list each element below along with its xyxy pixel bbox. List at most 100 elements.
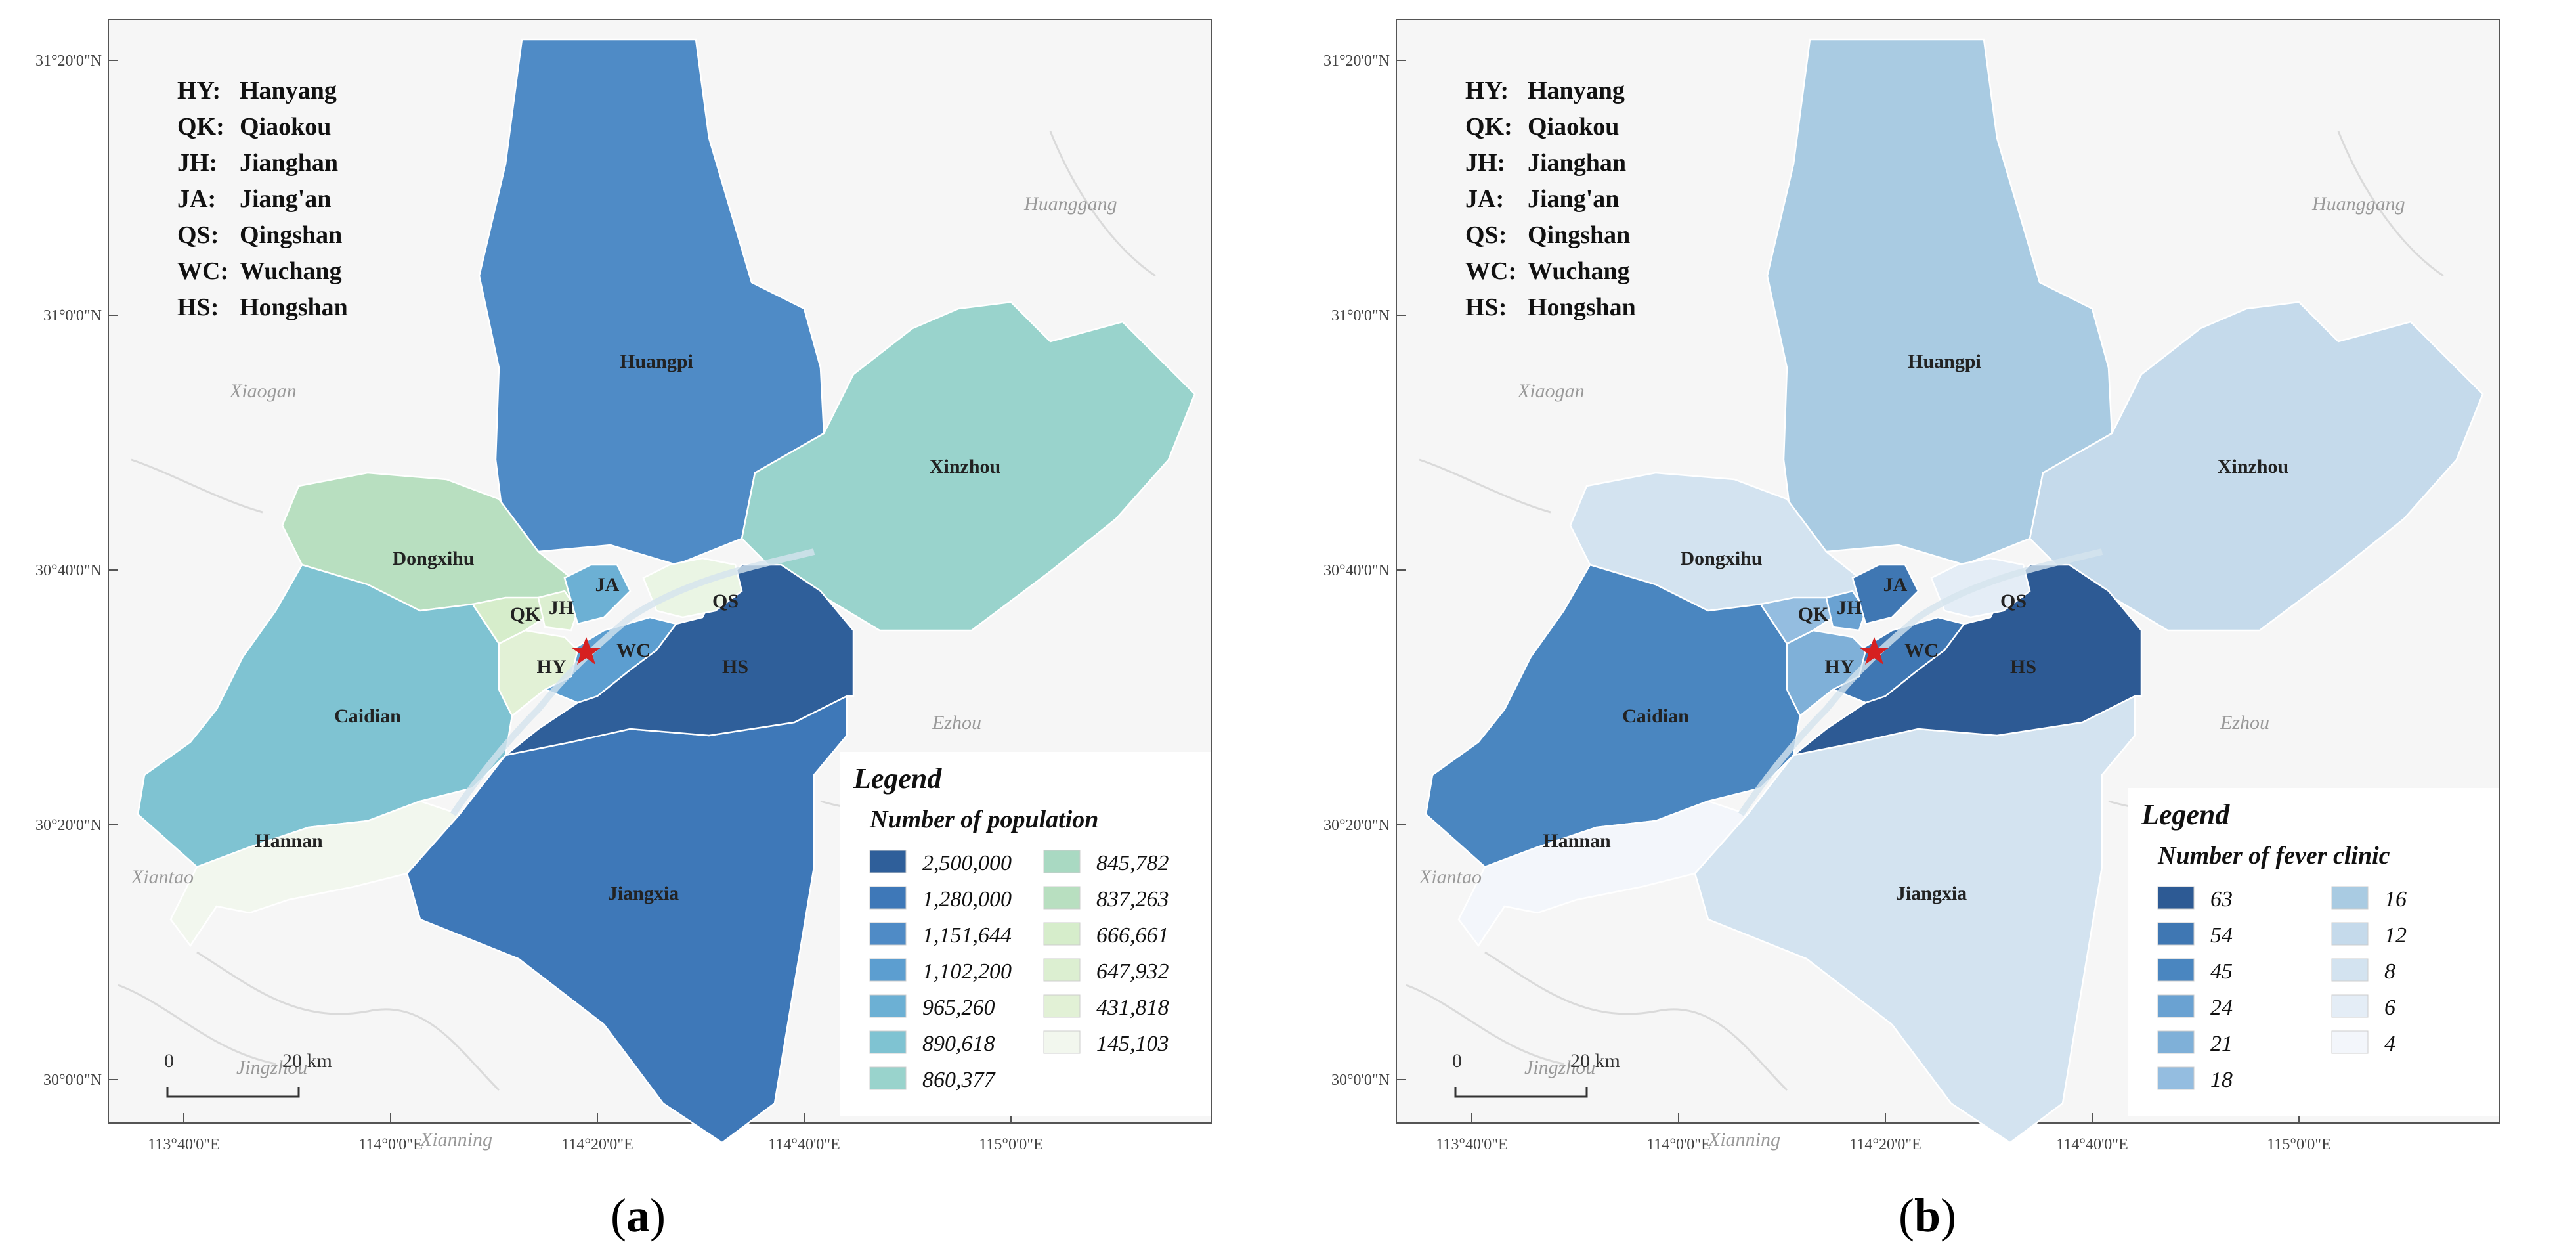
legend-value: 2,500,000 xyxy=(922,851,1012,875)
scale-bar: 0 20 km xyxy=(164,1050,332,1098)
place-label: Xiantao xyxy=(1419,866,1482,888)
legend-swatch xyxy=(1043,994,1081,1018)
legend-swatch xyxy=(1043,886,1081,910)
legend-value: 431,818 xyxy=(1096,996,1169,1020)
star-marker-icon xyxy=(1859,637,1889,665)
district-label: HS xyxy=(2010,656,2036,678)
panel-caption: (a) xyxy=(611,1189,666,1243)
legend-swatch xyxy=(869,958,907,982)
map-svg: Xiaogan Huanggang Ezhou Xiantao Jingzhou Xian… xyxy=(35,19,1212,1153)
district-xinzhou xyxy=(2029,301,2484,632)
map-panel-a: Xiaogan Huanggang Ezhou Xiantao Jingzhou Xian… xyxy=(35,19,1212,1243)
legend-value: 21 xyxy=(2210,1032,2233,1056)
legend-value: 8 xyxy=(2384,959,2395,984)
legend-value: 845,782 xyxy=(1096,851,1169,875)
legend-swatch xyxy=(1043,1030,1081,1054)
district-label: Jiangxia xyxy=(1896,883,1967,904)
caption-letter: b xyxy=(1914,1189,1941,1242)
legend-swatch xyxy=(2331,958,2369,982)
latitude-label: 31°0'0"N xyxy=(43,307,102,324)
legend-value: 16 xyxy=(2384,887,2407,912)
abbreviation-name: Qingshan xyxy=(1528,221,1630,249)
scale-zero-label: 0 xyxy=(164,1050,174,1072)
legend-value: 666,661 xyxy=(1096,923,1169,948)
longitude-label: 113°40'0"E xyxy=(148,1136,220,1153)
star-marker-icon xyxy=(571,637,601,665)
abbreviation-name: Jiang'an xyxy=(1528,185,1619,213)
district-layer xyxy=(1425,38,2484,1144)
abbreviation-code: HY: xyxy=(1465,77,1509,104)
place-label: Xiaogan xyxy=(1517,380,1585,402)
place-label: Huanggang xyxy=(2311,193,2405,215)
abbreviation-name: Wuchang xyxy=(240,257,342,285)
longitude-label: 114°0'0"E xyxy=(1646,1136,1711,1153)
longitude-label: 115°0'0"E xyxy=(979,1136,1043,1153)
abbreviation-code: QK: xyxy=(177,113,225,141)
legend-value: 18 xyxy=(2210,1068,2233,1092)
district-label: QS xyxy=(2000,590,2027,612)
place-label: Ezhou xyxy=(932,712,981,734)
legend-value: 24 xyxy=(2210,996,2233,1020)
place-label: Xiaogan xyxy=(229,380,297,402)
latitude-label: 31°0'0"N xyxy=(1331,307,1390,324)
longitude-label: 114°40'0"E xyxy=(2056,1136,2128,1153)
abbreviation-name: Wuchang xyxy=(1528,257,1630,285)
legend-swatch xyxy=(1043,922,1081,946)
legend-title: Legend xyxy=(2141,799,2230,831)
legend-value: 647,932 xyxy=(1096,959,1169,984)
legend-value: 6 xyxy=(2384,996,2395,1020)
place-label: Xianning xyxy=(419,1129,492,1151)
place-label: Jingzhou xyxy=(236,1057,307,1078)
legend-swatch xyxy=(869,1030,907,1054)
district-label: HS xyxy=(722,656,748,678)
district-label: Caidian xyxy=(334,705,401,727)
legend-value: 890,618 xyxy=(922,1032,995,1056)
abbreviation-name: Jianghan xyxy=(240,149,338,177)
district-jiangan xyxy=(563,563,632,625)
legend-swatch xyxy=(2157,1066,2195,1090)
abbreviation-name: Qiaokou xyxy=(240,113,331,141)
legend-value: 860,377 xyxy=(922,1068,997,1092)
latitude-label: 31°20'0"N xyxy=(35,53,102,70)
legend-swatch xyxy=(2157,1030,2195,1054)
district-label: Dongxihu xyxy=(392,548,474,569)
abbreviation-code: QK: xyxy=(1465,113,1513,141)
panel-caption: (b) xyxy=(1899,1189,1956,1243)
district-huangpi xyxy=(1766,38,2113,566)
legend-swatch xyxy=(2157,922,2195,946)
legend-value: 12 xyxy=(2384,923,2407,948)
latitude-label: 30°40'0"N xyxy=(35,562,102,579)
abbreviation-code: JA: xyxy=(177,185,216,213)
legend-swatch xyxy=(1043,850,1081,873)
legend-swatch xyxy=(2331,922,2369,946)
legend-swatch xyxy=(2157,886,2195,910)
district-label: Xinzhou xyxy=(930,456,1000,477)
legend: Legend Number of fever clinic 63 54 45 24 21 18… xyxy=(2128,788,2499,1116)
district-huangpi xyxy=(478,38,825,566)
abbreviation-name: Hanyang xyxy=(240,77,337,104)
legend-value: 1,102,200 xyxy=(922,959,1012,984)
district-label: Jiangxia xyxy=(608,883,679,904)
district-label: JA xyxy=(595,574,620,596)
abbreviation-code: QS: xyxy=(1465,221,1507,249)
longitude-label: 115°0'0"E xyxy=(2267,1136,2331,1153)
latitude-label: 30°20'0"N xyxy=(1323,817,1390,834)
caption-paren-open: ( xyxy=(1899,1189,1914,1242)
legend-swatch xyxy=(2157,994,2195,1018)
district-label: JH xyxy=(1837,597,1862,619)
district-label: HY xyxy=(1825,656,1855,678)
district-jianghan xyxy=(1825,590,1867,632)
district-label: Huangpi xyxy=(620,351,693,372)
legend-value: 965,260 xyxy=(922,996,995,1020)
district-label: Caidian xyxy=(1622,705,1689,727)
abbreviation-code: HS: xyxy=(1465,294,1507,321)
abbreviation-code: JH: xyxy=(1465,149,1505,177)
scale-zero-label: 0 xyxy=(1452,1050,1462,1072)
district-hannan xyxy=(169,800,462,948)
legend-swatch xyxy=(2157,958,2195,982)
legend-subtitle: Number of population xyxy=(869,806,1098,833)
abbreviation-code: JH: xyxy=(177,149,217,177)
legend-value: 63 xyxy=(2210,887,2233,912)
district-label: JH xyxy=(549,597,574,619)
district-label: Hannan xyxy=(255,830,323,852)
